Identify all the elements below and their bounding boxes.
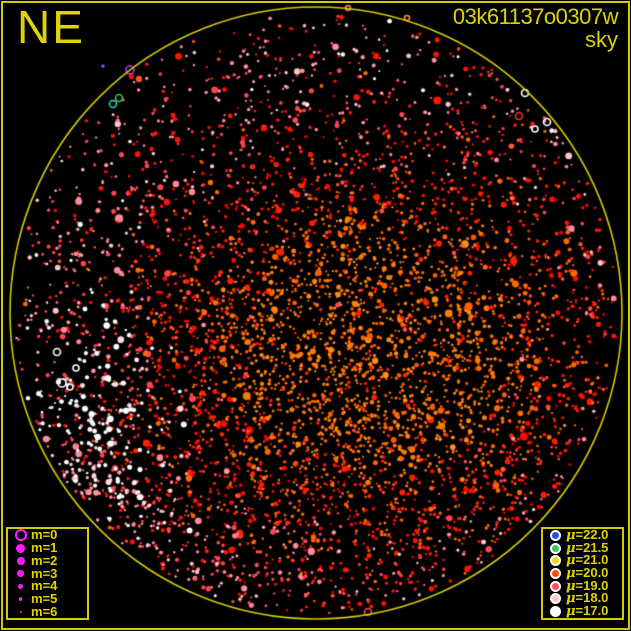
legend-row: μ=21.5 bbox=[545, 539, 622, 556]
legend-row: m=1 bbox=[10, 540, 87, 556]
legend-row: m=2 bbox=[10, 554, 87, 567]
mu-legend-label: μ=18.0 bbox=[566, 590, 609, 607]
marker-cell bbox=[545, 606, 566, 618]
mu20-marker-icon bbox=[550, 568, 561, 579]
m-value: =2 bbox=[42, 552, 58, 568]
legend-row: m=5 bbox=[10, 590, 87, 606]
m-value: =5 bbox=[42, 590, 58, 606]
mu-symbol: μ bbox=[566, 540, 576, 556]
magnitude-legend: m=0 m=1 m=2 m=3 m=4 m=5 m=6 bbox=[6, 527, 89, 620]
m-legend-label: m=2 bbox=[31, 552, 58, 568]
title-block: 03k61137o0307w sky bbox=[452, 4, 619, 52]
marker-cell bbox=[545, 593, 566, 605]
marker-cell bbox=[545, 529, 566, 541]
mu18-marker-icon bbox=[550, 593, 561, 605]
mu21p5-marker-icon bbox=[550, 542, 561, 554]
m4-marker-icon bbox=[18, 583, 23, 589]
marker-cell bbox=[545, 555, 566, 567]
legend-row: m=0 bbox=[10, 527, 87, 543]
mu-legend-label: μ=21.5 bbox=[566, 539, 609, 556]
legend-row: m=6 bbox=[10, 605, 87, 618]
mu-symbol: μ bbox=[566, 604, 576, 620]
legend-row: μ=20.0 bbox=[545, 565, 622, 581]
m1-marker-icon bbox=[16, 543, 25, 553]
m0-marker-icon bbox=[14, 529, 27, 542]
plot-title: 03k61137o0307w bbox=[452, 4, 619, 29]
mu-value: =22.0 bbox=[575, 526, 609, 542]
mu-value: =20.0 bbox=[575, 565, 609, 580]
m-legend-label: m=5 bbox=[31, 590, 58, 606]
mu21-marker-icon bbox=[550, 555, 561, 567]
mu-legend-label: μ=20.0 bbox=[566, 565, 609, 581]
m-legend-label: m=3 bbox=[31, 565, 58, 581]
mu-legend-label: μ=21.0 bbox=[566, 552, 609, 569]
m2-marker-icon bbox=[16, 556, 25, 565]
mu-value: =17.0 bbox=[575, 603, 609, 619]
legend-row: μ=22.0 bbox=[545, 526, 622, 543]
m-legend-label: m=1 bbox=[31, 540, 58, 556]
mu22-marker-icon bbox=[550, 529, 561, 541]
mu-legend-label: μ=19.0 bbox=[566, 577, 609, 594]
mu-legend-label: μ=22.0 bbox=[566, 526, 609, 543]
marker-cell bbox=[10, 570, 31, 577]
m-symbol: m bbox=[31, 565, 43, 581]
m-value: =3 bbox=[42, 565, 58, 581]
m6-marker-icon bbox=[19, 610, 22, 613]
marker-cell bbox=[10, 583, 31, 589]
marker-cell bbox=[10, 597, 31, 601]
legend-row: μ=21.0 bbox=[545, 552, 622, 569]
mu-legend-label: μ=17.0 bbox=[566, 603, 609, 620]
marker-cell bbox=[10, 543, 31, 553]
m-symbol: m bbox=[31, 552, 43, 568]
mu-value: =21.0 bbox=[575, 552, 609, 568]
mu-value: =19.0 bbox=[575, 577, 609, 593]
m-legend-label: m=6 bbox=[31, 603, 58, 619]
plot-subtitle: sky bbox=[585, 27, 618, 52]
mu-symbol: μ bbox=[566, 527, 576, 543]
m5-marker-icon bbox=[18, 597, 23, 601]
m-legend-label: m=0 bbox=[31, 527, 58, 543]
legend-row: m=4 bbox=[10, 578, 87, 594]
legend-row: μ=18.0 bbox=[545, 590, 622, 607]
m-symbol: m bbox=[31, 578, 43, 594]
marker-cell bbox=[10, 610, 31, 613]
marker-cell bbox=[545, 542, 566, 554]
m-legend-label: m=4 bbox=[31, 578, 58, 594]
m-value: =6 bbox=[42, 603, 58, 619]
m3-marker-icon bbox=[17, 570, 24, 577]
mu-symbol: μ bbox=[566, 566, 576, 581]
m-value: =4 bbox=[42, 578, 58, 594]
m-value: =1 bbox=[42, 540, 58, 556]
mu-symbol: μ bbox=[566, 591, 576, 607]
m-symbol: m bbox=[31, 527, 43, 543]
mu17-marker-icon bbox=[550, 606, 561, 618]
surface-brightness-legend: μ=22.0 μ=21.5 μ=21.0 μ=20.0 μ=19.0 μ=18.… bbox=[541, 527, 624, 620]
mu-symbol: μ bbox=[566, 578, 576, 594]
orientation-label: NE bbox=[17, 1, 85, 53]
m-symbol: m bbox=[31, 603, 43, 619]
marker-cell bbox=[10, 556, 31, 565]
m-symbol: m bbox=[31, 590, 43, 606]
m-symbol: m bbox=[31, 540, 43, 556]
mu19-marker-icon bbox=[550, 580, 561, 592]
legend-row: m=3 bbox=[10, 567, 87, 580]
marker-cell bbox=[545, 568, 566, 579]
marker-cell bbox=[545, 580, 566, 592]
legend-row: μ=17.0 bbox=[545, 603, 622, 620]
mu-symbol: μ bbox=[566, 553, 576, 569]
mu-value: =18.0 bbox=[575, 590, 609, 606]
m-value: =0 bbox=[42, 527, 58, 543]
mu-value: =21.5 bbox=[575, 539, 609, 555]
marker-cell bbox=[10, 529, 31, 542]
legend-row: μ=19.0 bbox=[545, 577, 622, 594]
